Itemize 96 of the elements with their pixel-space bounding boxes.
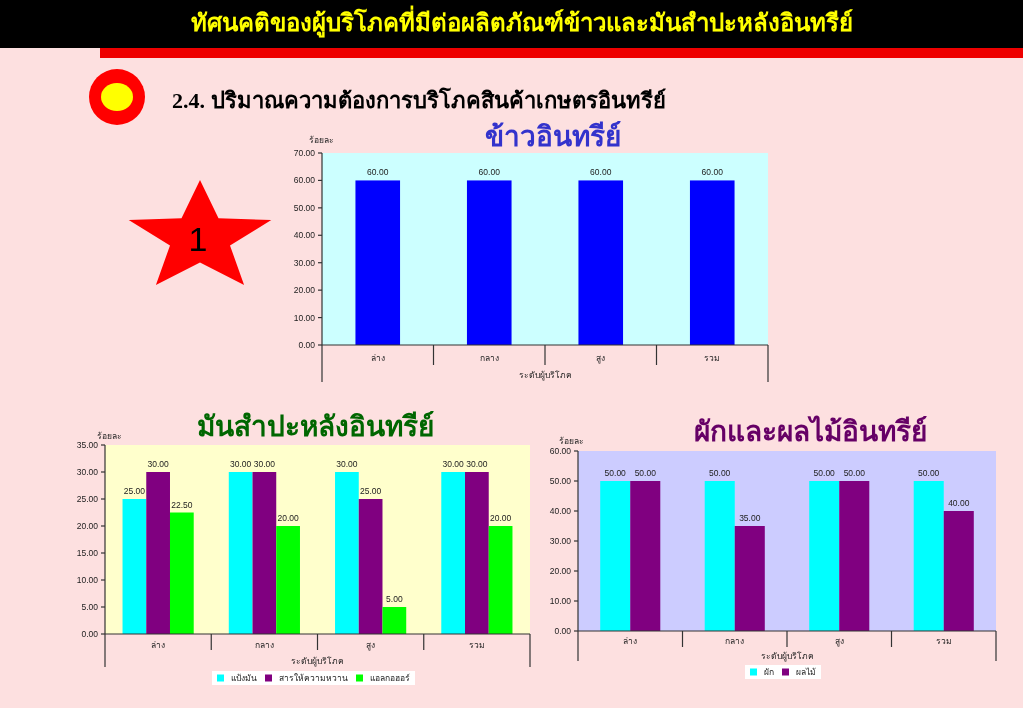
y-tick-label: 30.00 xyxy=(76,467,99,477)
x-tick-label: สูง xyxy=(834,636,844,647)
x-axis-title: ระดับผู้บริโภค xyxy=(518,370,572,381)
y-tick-label: 0.00 xyxy=(554,626,572,636)
y-tick-label: 40.00 xyxy=(293,230,316,241)
y-tick-label: 15.00 xyxy=(76,548,99,558)
bar xyxy=(358,499,383,634)
y-axis-title: ร้อยละ xyxy=(558,436,584,446)
y-tick-label: 35.00 xyxy=(76,440,99,450)
y-axis-title: ร้อยละ xyxy=(308,135,334,145)
y-tick-label: 10.00 xyxy=(549,596,572,606)
chart-title: ผักและผลไม้อินทรีย์ xyxy=(693,415,927,447)
y-axis-title: ร้อยละ xyxy=(96,431,122,441)
data-label: 50.00 xyxy=(634,468,657,478)
chart-title: ข้าวอินทรีย์ xyxy=(485,121,621,152)
y-tick-label: 70.00 xyxy=(293,148,316,158)
y-tick-label: 25.00 xyxy=(76,494,99,504)
x-tick-label: สูง xyxy=(366,640,376,651)
data-label: 30.00 xyxy=(466,459,488,469)
data-label: 20.00 xyxy=(277,513,300,523)
bar xyxy=(943,511,974,631)
y-tick-label: 30.00 xyxy=(549,536,572,546)
x-axis-title: ระดับผู้บริโภค xyxy=(760,651,814,662)
legend-label: แป้งมัน xyxy=(231,673,257,683)
chart-title: มันสำปะหลังอินทรีย์ xyxy=(196,411,434,442)
data-label: 22.50 xyxy=(171,499,193,510)
data-label: 25.00 xyxy=(123,486,146,496)
bar xyxy=(441,472,466,634)
y-tick-label: 50.00 xyxy=(549,476,572,486)
bar xyxy=(465,472,489,634)
bar xyxy=(252,472,277,634)
y-tick-label: 0.00 xyxy=(81,629,99,639)
y-tick-label: 60.00 xyxy=(549,446,572,456)
text: 1 xyxy=(188,220,208,258)
bar xyxy=(600,481,631,631)
y-tick-label: 10.00 xyxy=(293,312,316,323)
y-tick-label: 20.00 xyxy=(293,285,316,296)
data-label: 50.00 xyxy=(843,468,866,478)
bar xyxy=(335,472,359,634)
legend-label: ผลไม้ xyxy=(796,667,816,677)
data-label: 50.00 xyxy=(604,468,627,478)
legend-label: ผัก xyxy=(764,667,774,677)
y-tick-label: 30.00 xyxy=(293,257,316,268)
bar xyxy=(488,526,513,634)
x-tick-label: กลาง xyxy=(479,353,499,363)
bar xyxy=(122,499,147,634)
x-tick-label: ล่าง xyxy=(623,636,638,646)
data-label: 40.00 xyxy=(948,498,970,508)
data-label: 60.00 xyxy=(367,167,389,178)
text: ทัศนคติของผู้บริโภคที่มีต่อผลิตภัณฑ์ข้าวและมันสำปะหลังอินทรีย์ xyxy=(191,5,853,38)
x-tick-label: กลาง xyxy=(725,636,745,646)
bar xyxy=(169,512,194,634)
data-label: 60.00 xyxy=(478,167,501,178)
bar xyxy=(382,607,407,634)
bar xyxy=(913,481,944,631)
x-tick-label: รวม xyxy=(704,353,721,363)
data-label: 5.00 xyxy=(386,594,403,604)
text: 2.4. ปริมาณความต้องการบริโภคสินค้าเกษตรอินทรีย์ xyxy=(172,87,666,113)
x-tick-label: รวม xyxy=(468,640,485,650)
bar xyxy=(146,472,170,634)
y-tick-label: 40.00 xyxy=(549,506,572,516)
y-tick-label: 10.00 xyxy=(76,575,99,585)
bar xyxy=(839,481,870,631)
bar xyxy=(228,472,253,634)
data-label: 50.00 xyxy=(813,468,836,478)
bar xyxy=(734,526,765,631)
y-tick-label: 20.00 xyxy=(549,566,572,576)
data-label: 30.00 xyxy=(253,459,276,469)
data-label: 35.00 xyxy=(739,513,761,523)
x-axis-title: ระดับผู้บริโภค xyxy=(291,656,344,667)
bar xyxy=(630,481,661,631)
x-tick-label: กลาง xyxy=(254,640,274,650)
bar xyxy=(704,481,735,631)
data-label: 30.00 xyxy=(442,459,465,469)
y-tick-label: 0.00 xyxy=(298,340,316,350)
bar xyxy=(276,526,300,634)
x-tick-label: สูง xyxy=(596,353,606,364)
legend-label: สารให้ความหวาน xyxy=(279,673,348,683)
legend-label: แอลกอฮอร์ xyxy=(370,673,410,683)
data-label: 50.00 xyxy=(918,468,940,478)
data-label: 30.00 xyxy=(230,459,252,469)
y-tick-label: 60.00 xyxy=(293,175,316,186)
x-tick-label: รวม xyxy=(935,636,952,646)
data-label: 25.00 xyxy=(359,486,382,496)
data-label: 60.00 xyxy=(590,167,612,178)
data-label: 60.00 xyxy=(701,167,724,178)
data-label: 30.00 xyxy=(336,459,358,469)
x-tick-label: ล่าง xyxy=(151,640,166,650)
data-label: 20.00 xyxy=(489,513,512,523)
data-label: 30.00 xyxy=(147,459,170,469)
y-tick-label: 20.00 xyxy=(76,521,99,531)
y-tick-label: 5.00 xyxy=(81,602,99,612)
bar xyxy=(809,481,840,631)
x-tick-label: ล่าง xyxy=(370,353,385,363)
data-label: 50.00 xyxy=(709,468,731,478)
y-tick-label: 50.00 xyxy=(293,202,316,213)
